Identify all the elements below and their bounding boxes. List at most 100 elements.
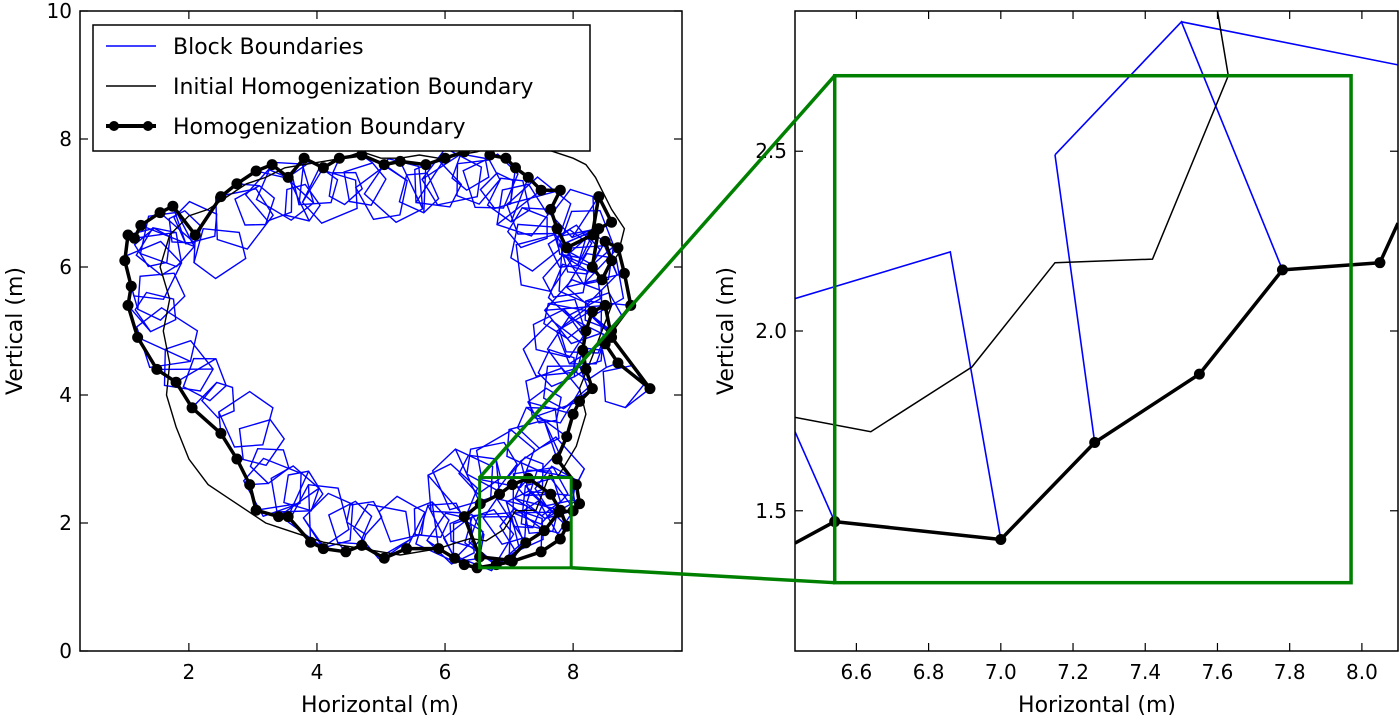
zoom-connector-bottom	[571, 566, 835, 585]
right-zoom-box	[832, 73, 1353, 585]
right-homogenization-marker	[1276, 264, 1288, 276]
block-polygon	[163, 339, 214, 392]
block-polygon	[427, 463, 479, 514]
left-homogenization-marker	[170, 376, 182, 388]
left-homogenization-marker	[570, 479, 582, 491]
block-polygon	[135, 306, 199, 369]
block-edge	[454, 448, 481, 505]
left-homogenization-marker	[282, 511, 294, 523]
left-homogenization-marker	[333, 152, 345, 164]
block-polygon	[214, 188, 274, 250]
left-homogenization-marker	[132, 331, 144, 343]
block-polygon	[238, 418, 286, 467]
left-homogenization-marker	[340, 546, 352, 558]
left-homogenization-marker	[401, 543, 413, 555]
left-homogenization-marker	[586, 383, 598, 395]
block-edge	[287, 470, 310, 517]
block-edge	[175, 358, 217, 383]
block-polygon	[556, 224, 593, 260]
left-homogenization-marker	[599, 235, 611, 247]
left-homogenization-marker	[644, 383, 656, 395]
block-edge	[399, 161, 424, 210]
block-polygon	[328, 171, 364, 206]
block-edge	[496, 189, 542, 226]
block-polygon	[458, 454, 502, 495]
right-block-segment	[795, 250, 1002, 540]
block-polygon	[302, 492, 354, 549]
right-homogenization-marker	[1374, 257, 1386, 269]
left-homogenization-marker	[305, 536, 317, 548]
left-y-tick-label: 0	[59, 639, 72, 663]
block-polygon	[431, 448, 494, 511]
left-homogenization-marker	[189, 229, 201, 241]
block-polygon	[345, 500, 383, 536]
left-homogenization-marker	[449, 552, 461, 564]
left-plot-area	[119, 139, 656, 574]
left-zoom-box	[478, 476, 573, 570]
left-homogenization-marker	[574, 498, 586, 510]
left-x-tick-label: 8	[567, 660, 580, 684]
left-homogenization-marker	[167, 200, 179, 212]
block-edge	[307, 484, 312, 543]
block-edge	[566, 272, 625, 288]
block-edge	[302, 517, 324, 549]
left-plot: 2 4 6 8 0 2 4 6 8 10	[47, 0, 683, 684]
right-x-tick-label: 7.2	[1057, 660, 1089, 684]
left-homogenization-marker	[545, 488, 557, 500]
right-block-segment	[795, 431, 836, 522]
block-polygon	[475, 429, 536, 489]
left-homogenization-marker	[244, 479, 256, 491]
block-polygon	[301, 168, 358, 225]
right-x-tick-label: 7.8	[1274, 660, 1306, 684]
left-homogenization-marker	[599, 299, 611, 311]
left-homogenization-marker	[618, 267, 630, 279]
block-edge	[134, 231, 177, 239]
left-homogenization-marker	[567, 408, 579, 420]
left-homogenization-marker	[394, 155, 406, 167]
block-polygon	[525, 367, 581, 424]
block-polygon	[602, 364, 645, 409]
legend-marker-homog-right	[143, 121, 153, 131]
block-edge	[191, 381, 218, 409]
left-homogenization-marker	[561, 431, 573, 443]
left-homogenization-marker	[458, 559, 470, 571]
left-homogenization-marker	[439, 152, 451, 164]
legend-label-homog: Homogenization Boundary	[173, 115, 466, 140]
left-homogenization-marker	[520, 537, 532, 549]
block-polygon	[398, 172, 440, 214]
block-polygon	[134, 291, 177, 333]
left-homogenization-marker	[551, 223, 563, 235]
left-homogenization-marker	[317, 543, 329, 555]
left-homogenization-marker	[317, 162, 329, 174]
block-polygon	[421, 147, 483, 206]
left-homogenization-marker	[273, 511, 285, 523]
left-homogenization-marker	[378, 552, 390, 564]
block-polygon	[363, 157, 424, 224]
right-x-tick-label: 7.6	[1202, 660, 1234, 684]
left-homogenization-marker	[593, 191, 605, 203]
left-homogenization-marker	[612, 357, 624, 369]
zoom-connectors	[478, 74, 837, 585]
left-homogenization-marker	[215, 427, 227, 439]
left-homogenization-marker	[125, 280, 137, 292]
block-polygon	[378, 495, 426, 543]
block-polygon	[537, 348, 576, 388]
left-homogenization-marker	[551, 453, 563, 465]
right-x-tick-label: 7.4	[1129, 660, 1161, 684]
block-edge	[137, 336, 191, 363]
block-edge	[127, 304, 152, 333]
block-polygon	[217, 390, 274, 448]
left-homogenization-marker	[535, 546, 547, 558]
block-polygon	[451, 153, 490, 192]
left-y-tick-label: 2	[59, 511, 72, 535]
left-homogenization-marker	[151, 363, 163, 375]
block-edge	[544, 304, 606, 311]
right-x-tick-label: 7.0	[985, 660, 1017, 684]
left-homogenization-marker	[135, 219, 147, 231]
block-polygon	[287, 483, 350, 549]
left-homogenization-marker	[561, 242, 573, 254]
block-edge	[583, 247, 619, 285]
left-homogenization-marker	[554, 184, 566, 196]
block-polygon	[133, 227, 171, 268]
